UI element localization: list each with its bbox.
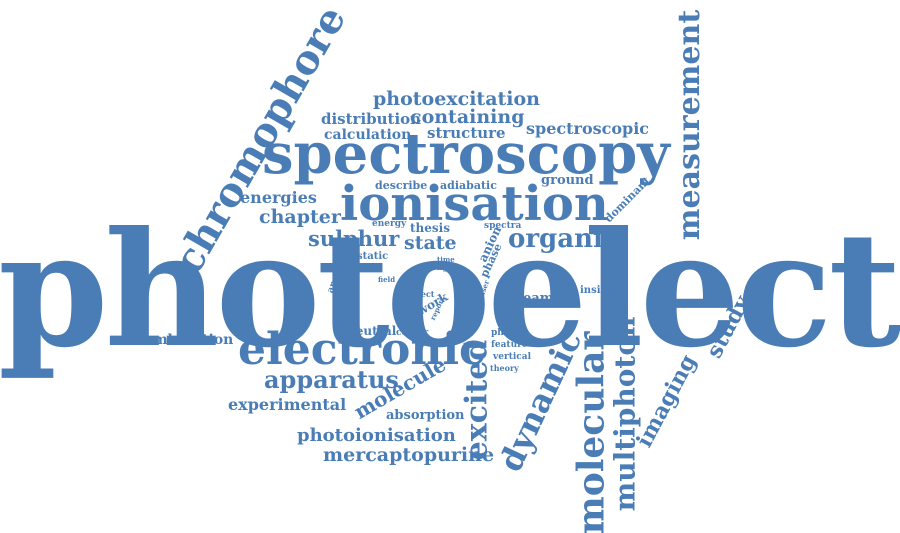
- word-excited: excited: [459, 339, 495, 461]
- word-calculation: calculation: [324, 127, 412, 143]
- word-static: static: [357, 251, 389, 262]
- word-combination: combination: [135, 332, 234, 348]
- word-experimental: experimental: [228, 395, 347, 414]
- word-colour: colour: [396, 328, 429, 338]
- word-photoexcitation: photoexcitation: [373, 88, 540, 110]
- word-vertical: vertical: [493, 352, 532, 362]
- word-ionisation: ionisation: [340, 176, 609, 232]
- word-apparatus: apparatus: [264, 365, 399, 394]
- word-chapter: chapter: [259, 206, 341, 228]
- word-energy: energy: [372, 219, 407, 229]
- word-containing: containing: [410, 106, 525, 128]
- word-state: state: [404, 232, 457, 254]
- word-theory: theory: [490, 363, 519, 373]
- word-describe: describe: [375, 179, 428, 192]
- word-energies: energies: [240, 188, 317, 207]
- word-light: light: [437, 263, 456, 272]
- word-neutral: neutral: [347, 324, 397, 338]
- word-mercaptopurine: mercaptopurine: [323, 444, 495, 466]
- word-beam: beam: [514, 291, 554, 306]
- word-sulphur: sulphur: [308, 226, 400, 251]
- word-insight: insight: [580, 285, 620, 296]
- word-organic: organic: [508, 224, 619, 254]
- word-distribution: distribution: [321, 110, 422, 128]
- word-electronic: electronic: [238, 324, 486, 375]
- word-multiphoton: multiphoton: [608, 316, 642, 512]
- word-thesis: thesis: [410, 221, 450, 235]
- word-spectra: spectra: [484, 221, 522, 231]
- word-photoelectron: photoelectron: [0, 198, 900, 383]
- word-feature: feature: [491, 340, 528, 350]
- word-direct: direct: [408, 289, 435, 299]
- word-adiabatic: adiabatic: [440, 179, 497, 192]
- word-absorption: absorption: [386, 408, 465, 423]
- word-time: time: [437, 255, 455, 264]
- word-photon: photon: [491, 328, 527, 338]
- word-photoionisation: photoionisation: [297, 425, 456, 446]
- word-field: field: [378, 275, 396, 284]
- word-spectroscopy: spectroscopy: [262, 121, 670, 187]
- word-spectroscopic: spectroscopic: [526, 119, 650, 138]
- word-ground: ground: [541, 173, 594, 188]
- word-measurement: measurement: [672, 9, 708, 241]
- word-structure: structure: [427, 124, 506, 142]
